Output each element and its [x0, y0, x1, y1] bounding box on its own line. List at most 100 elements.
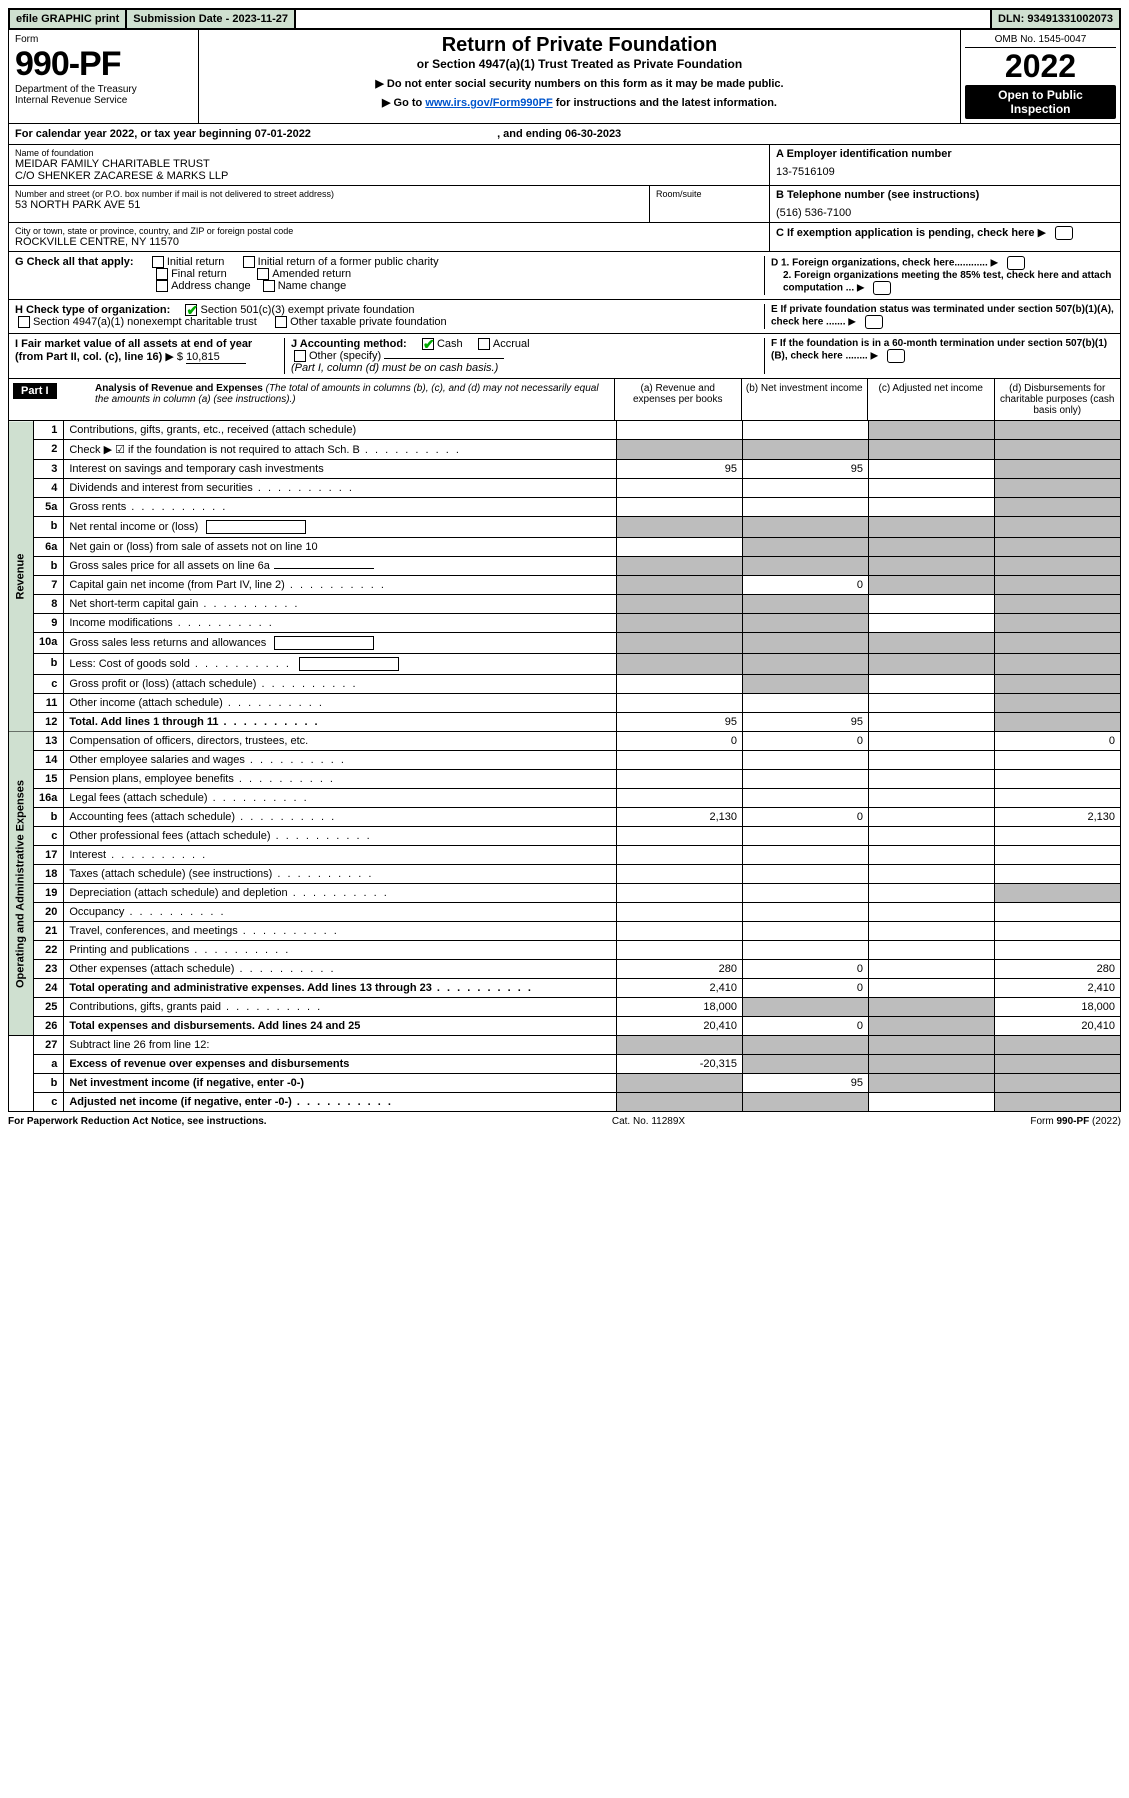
j-other-checkbox[interactable] — [294, 350, 306, 362]
part1-lines-table: Revenue1Contributions, gifts, grants, et… — [8, 421, 1121, 1112]
g-d-section: G Check all that apply: Initial return I… — [8, 252, 1121, 300]
line-desc: Interest on savings and temporary cash i… — [64, 460, 617, 479]
d2-checkbox[interactable] — [873, 281, 891, 295]
final-return-checkbox[interactable] — [156, 268, 168, 280]
instr2-prefix: ▶ Go to — [382, 97, 425, 109]
part1-title: Analysis of Revenue and Expenses — [95, 383, 263, 394]
line-desc: Check ▶ ☑ if the foundation is not requi… — [64, 440, 617, 460]
i-j-f-section: I Fair market value of all assets at end… — [8, 334, 1121, 379]
h-501c3-checkbox[interactable] — [185, 304, 197, 316]
line-number: 11 — [34, 694, 64, 713]
line-row: bLess: Cost of goods sold — [9, 654, 1121, 675]
line-desc: Adjusted net income (if negative, enter … — [64, 1093, 617, 1112]
line-row: 9Income modifications — [9, 614, 1121, 633]
j-cash-checkbox[interactable] — [422, 338, 434, 350]
line-number: c — [34, 827, 64, 846]
d2-label: 2. Foreign organizations meeting the 85%… — [783, 270, 1111, 294]
line-number: 6a — [34, 538, 64, 557]
line-number: 25 — [34, 998, 64, 1017]
name-change: Name change — [278, 280, 347, 292]
f-checkbox[interactable] — [887, 349, 905, 363]
d1-checkbox[interactable] — [1007, 256, 1025, 270]
name-ein-row: Name of foundation MEIDAR FAMILY CHARITA… — [8, 145, 1121, 186]
line-row: 22Printing and publications — [9, 941, 1121, 960]
line-desc: Gross sales less returns and allowances — [64, 633, 617, 654]
instr-link[interactable]: www.irs.gov/Form990PF — [425, 97, 552, 109]
line-number: 23 — [34, 960, 64, 979]
j-label: J Accounting method: — [291, 338, 407, 350]
line-row: 20Occupancy — [9, 903, 1121, 922]
tax-year: 2022 — [965, 48, 1116, 85]
h-4947-checkbox[interactable] — [18, 316, 30, 328]
line-number: b — [34, 654, 64, 675]
submission-date: Submission Date - 2023-11-27 — [127, 10, 296, 28]
line-desc: Gross sales price for all assets on line… — [64, 557, 617, 576]
line-row: 5aGross rents — [9, 498, 1121, 517]
address-change-checkbox[interactable] — [156, 280, 168, 292]
efile-button[interactable]: efile GRAPHIC print — [10, 10, 127, 28]
ein-cell: A Employer identification number 13-7516… — [770, 145, 1120, 185]
h-section: H Check type of organization: Section 50… — [15, 304, 758, 329]
dln-label: DLN: — [998, 13, 1027, 25]
line-row: 3Interest on savings and temporary cash … — [9, 460, 1121, 479]
line-number: 14 — [34, 751, 64, 770]
cal-end: 06-30-2023 — [565, 128, 621, 140]
dept-treasury: Department of the Treasury — [15, 84, 192, 95]
instr-2: ▶ Go to www.irs.gov/Form990PF for instru… — [207, 96, 952, 109]
line-row: bNet investment income (if negative, ent… — [9, 1074, 1121, 1093]
d-section: D 1. Foreign organizations, check here..… — [764, 256, 1114, 295]
c-checkbox[interactable] — [1055, 226, 1073, 240]
line-number: b — [34, 1074, 64, 1093]
line-desc: Other expenses (attach schedule) — [64, 960, 617, 979]
line-row: bNet rental income or (loss) — [9, 517, 1121, 538]
form-header: Form 990-PF Department of the Treasury I… — [8, 30, 1121, 124]
submission-date-label: Submission Date - — [133, 13, 232, 25]
instr-1: ▶ Do not enter social security numbers o… — [207, 77, 952, 90]
amended-return: Amended return — [272, 268, 351, 280]
line-number: 16a — [34, 789, 64, 808]
j-note: (Part I, column (d) must be on cash basi… — [291, 362, 498, 374]
line-row: aExcess of revenue over expenses and dis… — [9, 1055, 1121, 1074]
line-number: 3 — [34, 460, 64, 479]
addr-cell: Number and street (or P.O. box number if… — [9, 186, 650, 222]
h-4947: Section 4947(a)(1) nonexempt charitable … — [33, 316, 257, 328]
h-other-checkbox[interactable] — [275, 316, 287, 328]
irs-line: Internal Revenue Service — [15, 95, 192, 106]
line-number: 7 — [34, 576, 64, 595]
foundation-name-2: C/O SHENKER ZACARESE & MARKS LLP — [15, 170, 763, 182]
part1-left: Part I Analysis of Revenue and Expenses … — [9, 379, 614, 420]
part1-header-row: Part I Analysis of Revenue and Expenses … — [8, 379, 1121, 421]
header-mid: Return of Private Foundation or Section … — [199, 30, 960, 123]
address-change: Address change — [171, 280, 251, 292]
initial-return-checkbox[interactable] — [152, 256, 164, 268]
j-other-line — [384, 358, 504, 359]
col-a-head: (a) Revenue and expenses per books — [614, 379, 741, 420]
amended-return-checkbox[interactable] — [257, 268, 269, 280]
addr-label: Number and street (or P.O. box number if… — [15, 189, 643, 199]
name-change-checkbox[interactable] — [263, 280, 275, 292]
submission-date-value: 2023-11-27 — [232, 13, 288, 25]
line-row: 15Pension plans, employee benefits — [9, 770, 1121, 789]
j-accrual-checkbox[interactable] — [478, 338, 490, 350]
line-number: b — [34, 808, 64, 827]
line-desc: Net investment income (if negative, ente… — [64, 1074, 617, 1093]
initial-former-checkbox[interactable] — [243, 256, 255, 268]
cal-begin: 07-01-2022 — [255, 128, 311, 140]
line-desc: Interest — [64, 846, 617, 865]
e-checkbox[interactable] — [865, 315, 883, 329]
open-to-public: Open to Public Inspection — [965, 85, 1116, 119]
line-desc: Contributions, gifts, grants, etc., rece… — [64, 421, 617, 440]
line-desc: Income modifications — [64, 614, 617, 633]
line-number: b — [34, 557, 64, 576]
g-label: G Check all that apply: — [15, 256, 134, 268]
a-value: 13-7516109 — [776, 166, 1114, 178]
line-row: 11Other income (attach schedule) — [9, 694, 1121, 713]
line-desc: Compensation of officers, directors, tru… — [64, 732, 617, 751]
footer-mid: Cat. No. 11289X — [612, 1116, 685, 1127]
addr-phone-row: Number and street (or P.O. box number if… — [8, 186, 1121, 223]
b-value: (516) 536-7100 — [776, 207, 1114, 219]
e-section: E If private foundation status was termi… — [764, 304, 1114, 329]
i-section: I Fair market value of all assets at end… — [15, 338, 285, 374]
j-cash: Cash — [437, 338, 463, 350]
line-row: bGross sales price for all assets on lin… — [9, 557, 1121, 576]
